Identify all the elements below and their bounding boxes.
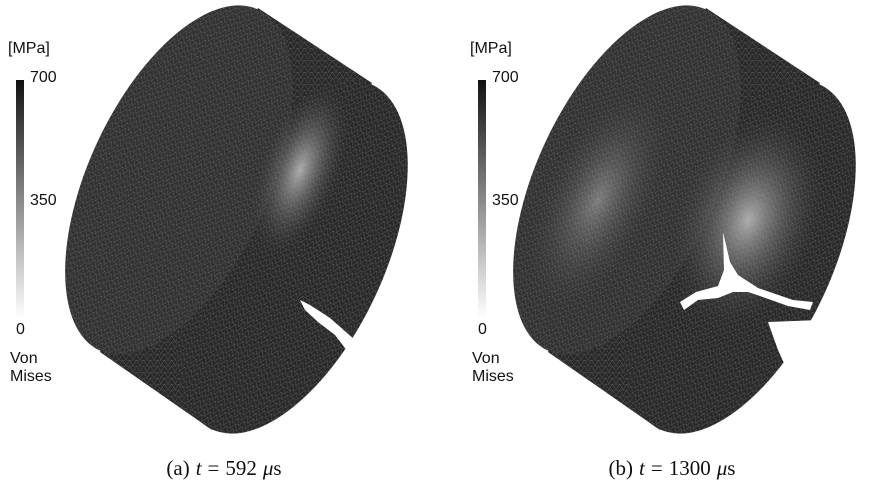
- colorbar: [478, 80, 486, 318]
- unit-label: [MPa]: [8, 40, 50, 57]
- caption-part: 1300: [669, 456, 711, 480]
- stress-region: [251, 84, 349, 256]
- colorbar-title: Von: [472, 350, 500, 367]
- colorbar-title: Mises: [10, 368, 52, 385]
- crack-gap: [768, 320, 820, 385]
- colorbar-title: Von: [10, 350, 38, 367]
- colorbar-tick-label: 350: [30, 192, 57, 209]
- specimen: [65, 5, 408, 434]
- colorbar-tick-label: 0: [478, 321, 487, 338]
- caption-part: s: [273, 456, 281, 480]
- caption-part: s: [727, 456, 735, 480]
- colorbar-tick-label: 350: [492, 192, 519, 209]
- caption-part: t: [196, 456, 203, 480]
- caption: (a) t = 592 μs: [166, 456, 281, 480]
- colorbar-title: Mises: [472, 368, 514, 385]
- specimen: [513, 5, 856, 434]
- caption-part: μ: [716, 456, 728, 480]
- caption-part: 592: [225, 456, 257, 480]
- caption: (b) t = 1300 μs: [609, 456, 736, 480]
- caption-part: (b): [609, 456, 634, 480]
- crack: [300, 300, 355, 352]
- colorbar-tick-label: 700: [492, 69, 519, 86]
- unit-label: [MPa]: [470, 40, 512, 57]
- stress-region: [672, 113, 824, 327]
- colorbar-tick-label: 700: [30, 69, 57, 86]
- caption-part: t: [639, 456, 646, 480]
- caption-part: (a): [166, 456, 189, 480]
- colorbar-tick-label: 0: [16, 321, 25, 338]
- caption-part: =: [208, 456, 220, 480]
- stress-region: [526, 88, 670, 312]
- caption-part: =: [651, 456, 663, 480]
- caption-part: μ: [262, 456, 274, 480]
- crack: [680, 232, 813, 310]
- front-face-mesh: [65, 5, 293, 355]
- back-rim-mesh: [176, 80, 408, 434]
- colorbar: [16, 80, 24, 318]
